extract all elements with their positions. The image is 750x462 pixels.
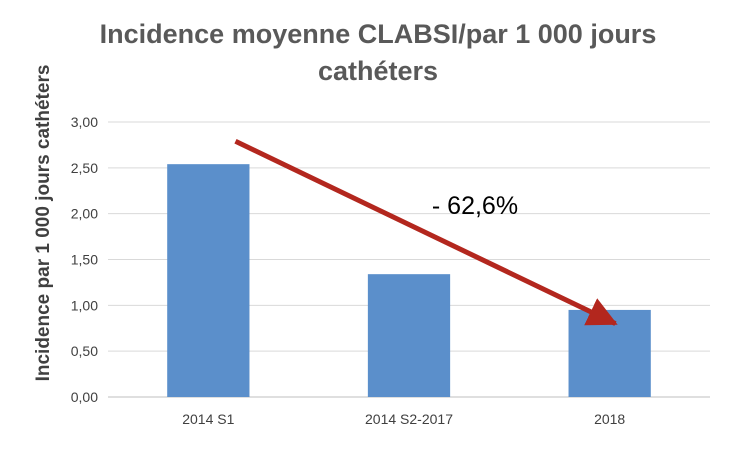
x-tick-labels: 2014 S1 2014 S2-2017 2018 bbox=[182, 411, 625, 427]
x-tick-label: 2014 S1 bbox=[182, 411, 234, 427]
y-tick-label: 2,00 bbox=[71, 206, 98, 222]
y-tick-label: 1,50 bbox=[71, 252, 98, 268]
x-tick-label: 2014 S2-2017 bbox=[365, 411, 453, 427]
trend-annotation: - 62,6% bbox=[432, 192, 518, 220]
bar bbox=[167, 164, 250, 397]
y-tick-label: 0,00 bbox=[71, 389, 98, 405]
bar bbox=[367, 274, 451, 397]
chart-title-line2: cathéters bbox=[318, 56, 438, 86]
y-tick-label: 2,50 bbox=[71, 160, 98, 176]
y-tick-labels: 0,00 0,50 1,00 1,50 2,00 2,50 3,00 bbox=[71, 114, 98, 405]
chart-title-line1: Incidence moyenne CLABSI/par 1 000 jours bbox=[100, 19, 657, 49]
trend-arrow bbox=[234, 138, 618, 326]
y-tick-label: 3,00 bbox=[71, 114, 98, 130]
y-tick-label: 0,50 bbox=[71, 343, 98, 359]
x-tick-label: 2018 bbox=[594, 411, 625, 427]
bars bbox=[167, 164, 651, 397]
y-tick-label: 1,00 bbox=[71, 297, 98, 313]
y-axis-label: Incidence par 1 000 jours cathéters bbox=[33, 65, 54, 382]
